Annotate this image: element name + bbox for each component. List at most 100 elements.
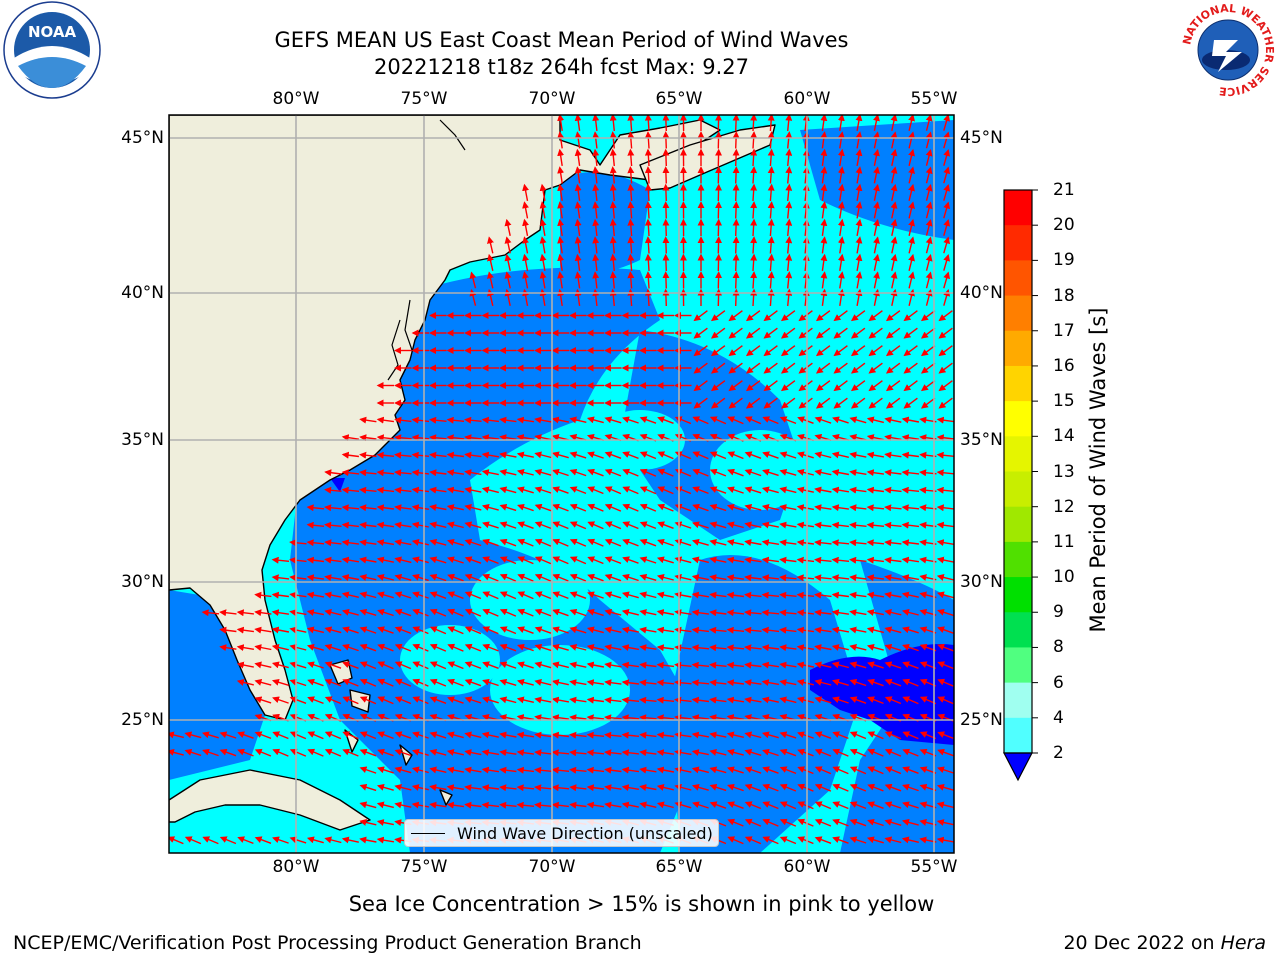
wave-arrow <box>482 661 499 669</box>
wave-arrow <box>890 218 898 236</box>
wave-arrow <box>341 469 360 477</box>
wave-arrow <box>732 148 740 167</box>
wave-arrow <box>359 521 377 529</box>
wave-arrow <box>936 469 954 477</box>
wave-arrow <box>592 131 600 149</box>
wave-arrow <box>901 486 920 494</box>
wave-arrow <box>884 678 902 687</box>
wave-arrow <box>342 678 359 687</box>
wave-arrow <box>903 397 918 409</box>
wave-arrow <box>726 503 744 511</box>
wave-arrow <box>644 115 652 132</box>
wave-arrow <box>464 504 482 511</box>
wave-arrow <box>750 201 758 219</box>
wave-arrow <box>936 591 954 599</box>
wave-arrow <box>569 573 587 582</box>
wave-arrow <box>639 416 657 424</box>
wave-arrow <box>884 486 902 494</box>
wave-arrow <box>763 345 778 357</box>
colorbar-segment <box>1004 190 1032 226</box>
wave-arrow <box>855 148 863 167</box>
wave-arrow <box>855 253 863 272</box>
wave-arrow <box>604 679 622 687</box>
wave-arrow <box>745 327 761 339</box>
wave-arrow <box>411 416 430 424</box>
wave-arrow <box>785 131 793 149</box>
wave-arrow <box>902 678 919 687</box>
wave-arrow <box>868 310 883 322</box>
wave-arrow <box>359 451 377 459</box>
wave-arrow <box>359 486 377 494</box>
wave-arrow <box>709 644 727 652</box>
wave-arrow <box>837 253 845 272</box>
wave-arrow <box>745 362 761 374</box>
wave-arrow <box>411 434 430 442</box>
lon-tick-top: 80°W <box>272 89 320 109</box>
wave-arrow <box>709 626 727 634</box>
wave-arrow <box>586 644 604 651</box>
wave-arrow <box>447 626 464 635</box>
wave-arrow <box>271 556 290 564</box>
wave-arrow <box>920 345 936 357</box>
wave-arrow <box>627 253 635 272</box>
wave-arrow <box>201 609 220 617</box>
wave-arrow <box>639 486 657 495</box>
wave-arrow <box>820 201 828 219</box>
wave-arrow <box>779 416 797 425</box>
wave-arrow <box>656 679 675 687</box>
wave-arrow <box>219 609 237 617</box>
wave-arrow <box>359 643 377 652</box>
wave-arrow <box>429 696 447 704</box>
colorbar-tick-label: 10 <box>1053 567 1075 588</box>
wave-arrow <box>837 236 845 254</box>
wave-arrow <box>534 573 552 582</box>
colorbar-segment <box>1004 717 1032 754</box>
wave-arrow <box>709 468 727 477</box>
wave-arrow <box>850 362 866 374</box>
wave-arrow <box>644 131 652 149</box>
wave-arrow <box>522 201 529 219</box>
wave-arrow <box>744 679 762 687</box>
wave-arrow <box>306 643 324 651</box>
wave-arrow <box>884 469 902 477</box>
wave-arrow <box>534 468 552 476</box>
wave-arrow <box>761 574 779 582</box>
wave-arrow <box>796 644 815 652</box>
wave-arrow <box>376 539 395 547</box>
wave-arrow <box>885 345 901 357</box>
wave-arrow <box>394 696 412 705</box>
wave-arrow <box>908 166 915 184</box>
wave-arrow <box>482 678 499 687</box>
lon-tick-bottom: 65°W <box>655 857 703 877</box>
wave-arrow <box>622 451 639 460</box>
wave-arrow <box>833 380 848 392</box>
wave-arrow <box>411 556 429 564</box>
wave-arrow <box>271 678 289 686</box>
wave-arrow <box>574 271 582 289</box>
wave-arrow <box>656 661 675 669</box>
wave-arrow <box>609 131 617 149</box>
wave-arrow <box>324 469 342 477</box>
wave-arrow <box>604 644 622 651</box>
wave-arrow <box>574 131 582 149</box>
wave-arrow <box>785 271 793 289</box>
wave-arrow <box>873 218 880 236</box>
wave-arrow <box>534 591 552 600</box>
wave-arrow <box>925 166 933 184</box>
wave-arrow <box>866 626 884 634</box>
wave-arrow <box>779 556 797 564</box>
wave-arrow <box>551 661 569 669</box>
wave-arrow <box>627 115 635 132</box>
wave-arrow <box>341 521 359 529</box>
wave-arrow <box>557 218 565 237</box>
wave-arrow <box>831 469 850 476</box>
wave-arrow <box>306 521 325 529</box>
colorbar-segment <box>1004 295 1032 332</box>
wave-arrow <box>377 696 394 705</box>
wave-arrow <box>785 183 793 202</box>
wave-arrow <box>744 416 762 425</box>
wave-arrow <box>943 201 951 219</box>
wave-arrow <box>592 271 600 289</box>
wave-arrow <box>569 451 587 459</box>
